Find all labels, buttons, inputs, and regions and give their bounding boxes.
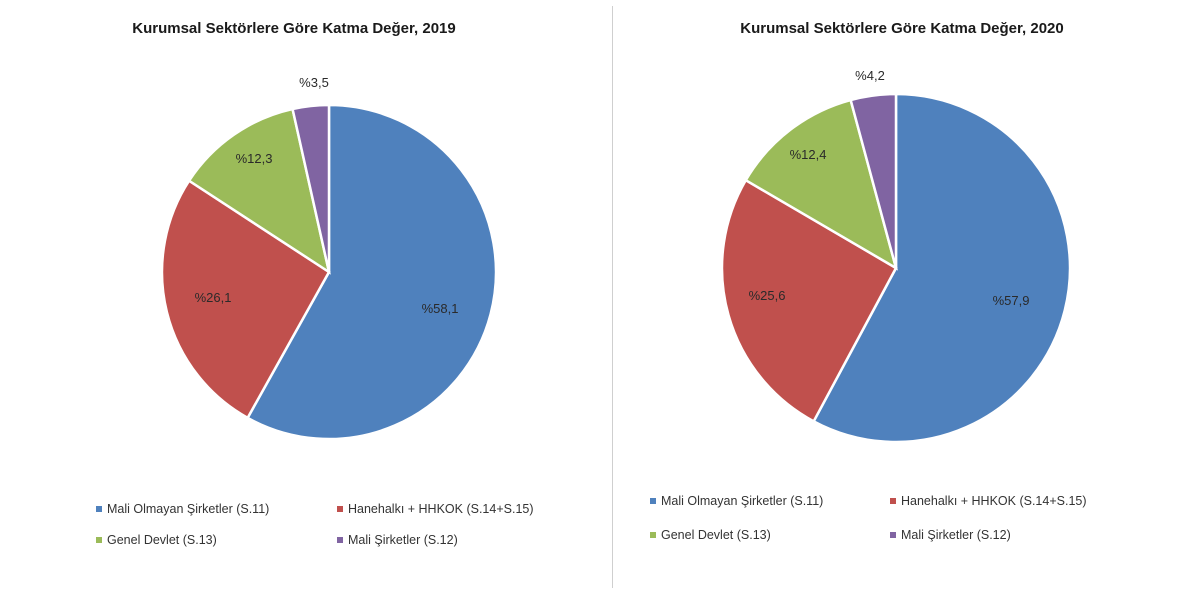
legend-label: Genel Devlet (S.13) bbox=[107, 533, 217, 547]
slice-label-mali-olmayan: %58,1 bbox=[422, 301, 459, 316]
legend-item-hanehalki: Hanehalkı + HHKOK (S.14+S.15) bbox=[890, 494, 1087, 508]
chart-2019: Kurumsal Sektörlere Göre Katma Değer, 20… bbox=[96, 20, 534, 547]
legend-item-mali-olmayan: Mali Olmayan Şirketler (S.11) bbox=[96, 502, 269, 516]
legend-swatch bbox=[650, 532, 656, 538]
legend-swatch bbox=[337, 537, 343, 543]
slice-label-mali-olmayan: %57,9 bbox=[993, 293, 1030, 308]
legend-item-genel-devlet: Genel Devlet (S.13) bbox=[96, 533, 217, 547]
legend-label: Hanehalkı + HHKOK (S.14+S.15) bbox=[348, 502, 534, 516]
slice-label-hanehalki: %25,6 bbox=[749, 288, 786, 303]
legend-label: Mali Şirketler (S.12) bbox=[348, 533, 458, 547]
slice-label-mali-sirketler: %4,2 bbox=[855, 68, 885, 83]
slice-label-genel-devlet: %12,3 bbox=[236, 151, 273, 166]
chart-title: Kurumsal Sektörlere Göre Katma Değer, 20… bbox=[132, 20, 456, 37]
pie-slice-mali-sirketler bbox=[291, 103, 331, 273]
chart-2020: Kurumsal Sektörlere Göre Katma Değer, 20… bbox=[614, 0, 1200, 598]
legend-item-mali-sirketler: Mali Şirketler (S.12) bbox=[890, 528, 1011, 542]
pie-slice-mali-sirketler bbox=[849, 92, 898, 269]
pie-slice-mali-olmayan bbox=[245, 103, 498, 441]
pie-slice-genel-devlet bbox=[187, 107, 331, 275]
legend-item-hanehalki: Hanehalkı + HHKOK (S.14+S.15) bbox=[337, 502, 534, 516]
pie-slice-genel-devlet bbox=[744, 98, 899, 271]
legend-label: Genel Devlet (S.13) bbox=[661, 528, 771, 542]
slice-label-genel-devlet: %12,4 bbox=[790, 147, 827, 162]
legend-label: Hanehalkı + HHKOK (S.14+S.15) bbox=[901, 494, 1087, 508]
pie-chart-2020: %57,9 %25,6 %12,4 %4,2 bbox=[720, 68, 1072, 444]
pie-slice-hanehalki bbox=[720, 178, 898, 423]
legend-item-mali-sirketler: Mali Şirketler (S.12) bbox=[337, 533, 458, 547]
chart-title: Kurumsal Sektörlere Göre Katma Değer, 20… bbox=[740, 20, 1064, 37]
legend-label: Mali Şirketler (S.12) bbox=[901, 528, 1011, 542]
legend-swatch bbox=[96, 506, 102, 512]
legend-label: Mali Olmayan Şirketler (S.11) bbox=[107, 502, 270, 516]
slice-label-mali-sirketler: %3,5 bbox=[299, 75, 329, 90]
pie-slice-mali-olmayan bbox=[811, 92, 1072, 444]
pie-slice-hanehalki bbox=[160, 179, 331, 420]
legend-swatch bbox=[96, 537, 102, 543]
legend-swatch bbox=[650, 498, 656, 504]
legend-item-mali-olmayan: Mali Olmayan Şirketler (S.11) bbox=[650, 494, 823, 508]
panel-divider bbox=[612, 6, 613, 588]
pie-chart-2019: %58,1 %26,1 %12,3 %3,5 bbox=[160, 75, 498, 441]
legend-label: Mali Olmayan Şirketler (S.11) bbox=[661, 494, 824, 508]
legend-swatch bbox=[890, 532, 896, 538]
legend-item-genel-devlet: Genel Devlet (S.13) bbox=[650, 528, 771, 542]
legend-swatch bbox=[890, 498, 896, 504]
legend-swatch bbox=[337, 506, 343, 512]
slice-label-hanehalki: %26,1 bbox=[195, 290, 232, 305]
